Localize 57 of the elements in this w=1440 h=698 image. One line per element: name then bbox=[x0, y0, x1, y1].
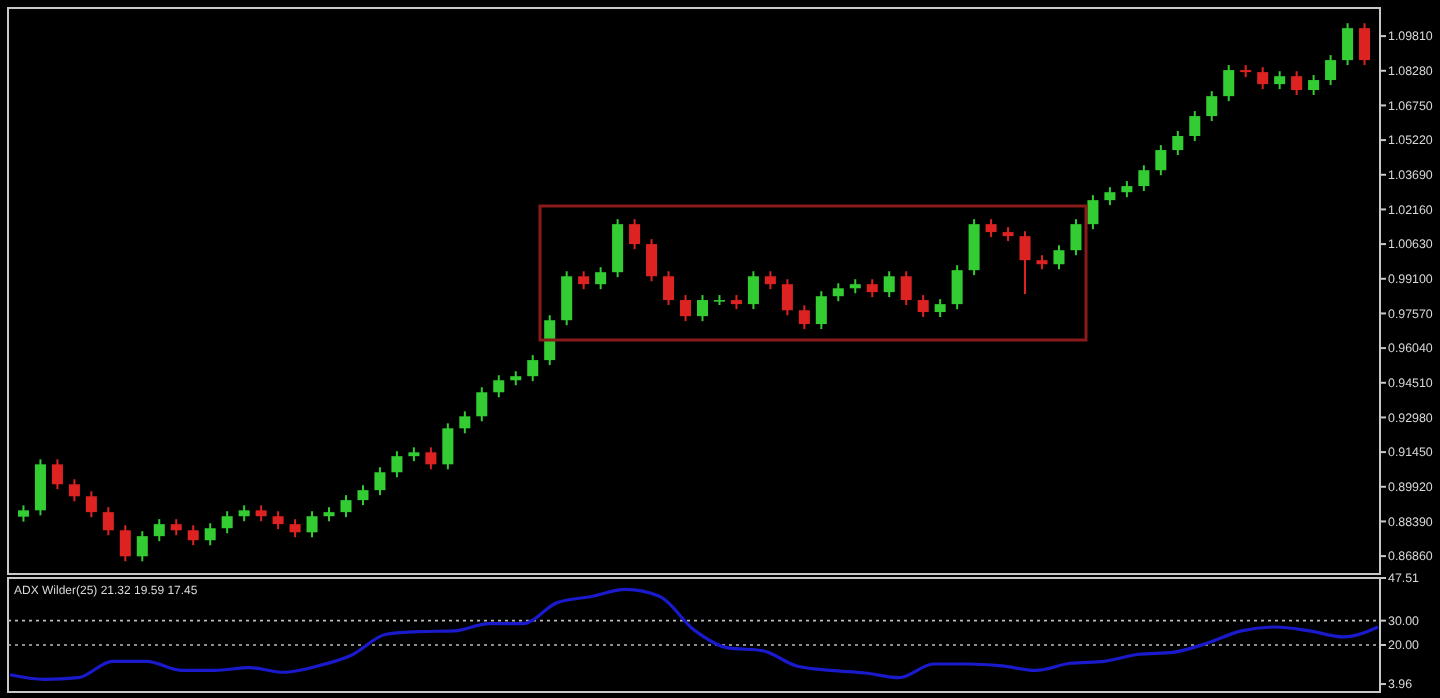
candlestick bbox=[798, 304, 810, 331]
candlestick bbox=[544, 314, 556, 367]
candlestick bbox=[527, 354, 539, 383]
candlestick bbox=[68, 478, 80, 503]
candlestick bbox=[1087, 194, 1099, 231]
candlestick bbox=[102, 506, 114, 537]
candlestick bbox=[1070, 218, 1082, 257]
candlestick bbox=[340, 494, 352, 519]
candlestick bbox=[153, 518, 165, 543]
candlestick bbox=[595, 266, 607, 291]
candlestick bbox=[51, 458, 63, 491]
candlestick bbox=[679, 294, 692, 323]
candlestick bbox=[561, 270, 573, 327]
candlestick bbox=[1257, 66, 1269, 91]
candlestick bbox=[968, 218, 980, 277]
candlestick bbox=[696, 294, 708, 323]
candlestick bbox=[374, 466, 386, 497]
candlestick bbox=[1206, 90, 1218, 123]
candlestick bbox=[1053, 244, 1065, 271]
candlestick bbox=[119, 524, 131, 563]
candlestick bbox=[815, 290, 827, 331]
candlestick bbox=[663, 270, 675, 307]
candlestick bbox=[1359, 22, 1371, 67]
candlestick bbox=[442, 422, 454, 471]
line-series bbox=[8, 587, 1380, 681]
candlestick bbox=[204, 522, 216, 547]
candlestick bbox=[1308, 74, 1320, 97]
candlestick bbox=[85, 490, 97, 519]
candlestick bbox=[34, 458, 46, 517]
candlestick bbox=[1138, 164, 1150, 193]
candlestick bbox=[1291, 70, 1303, 97]
candlestick bbox=[493, 374, 505, 399]
candlestick bbox=[136, 530, 148, 563]
candlestick bbox=[629, 218, 641, 251]
candlestick bbox=[306, 510, 318, 539]
candlestick bbox=[747, 270, 759, 311]
candlestick bbox=[1019, 230, 1031, 296]
candlestick bbox=[187, 524, 199, 547]
candlestick bbox=[781, 278, 793, 317]
candlestick bbox=[459, 410, 471, 435]
candlestick bbox=[1325, 54, 1337, 87]
candlestick bbox=[1189, 110, 1201, 142]
candlestick bbox=[289, 518, 301, 539]
candlestick bbox=[476, 386, 488, 423]
candlestick bbox=[646, 238, 658, 283]
candlestick bbox=[951, 264, 963, 311]
candlestick bbox=[1223, 64, 1235, 103]
candlestick bbox=[900, 270, 912, 307]
candlestick bbox=[357, 484, 369, 507]
candlestick bbox=[1172, 130, 1184, 157]
candlestick bbox=[917, 294, 929, 319]
candlestick bbox=[1342, 22, 1354, 67]
candlestick bbox=[391, 450, 403, 479]
candlestick bbox=[1155, 144, 1167, 177]
candlestick bbox=[425, 446, 437, 471]
candlestick bbox=[883, 270, 895, 299]
candlestick bbox=[221, 510, 233, 535]
